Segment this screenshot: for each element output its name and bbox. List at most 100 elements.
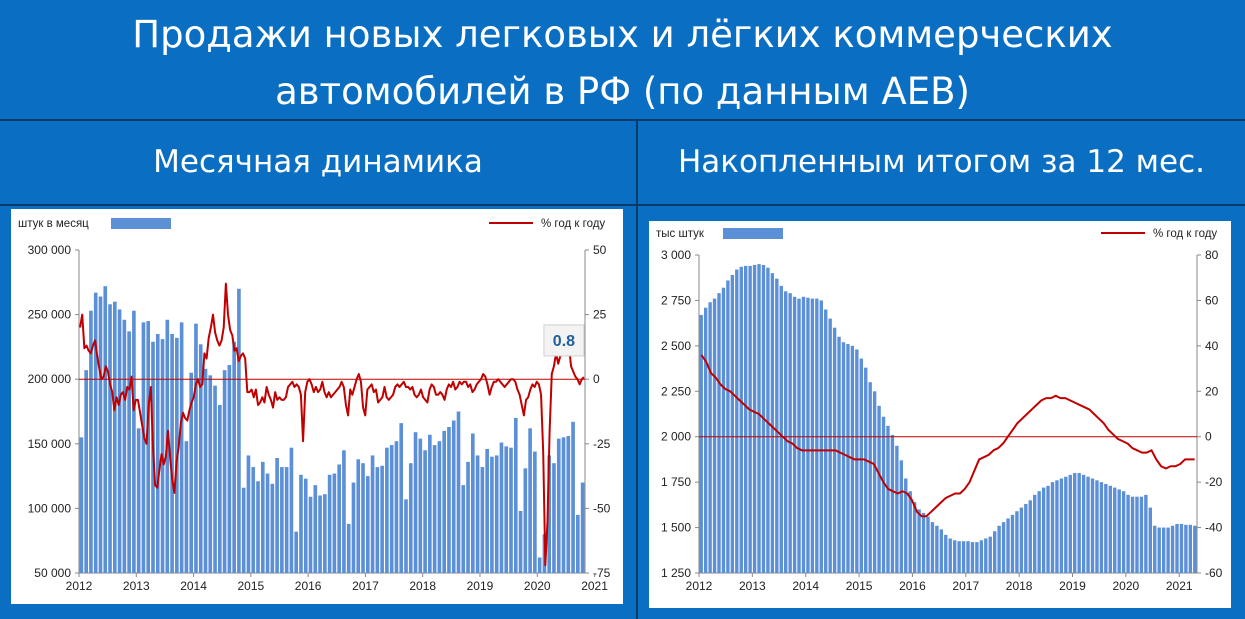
monthly-bar — [490, 456, 494, 573]
monthly-bar — [189, 372, 193, 573]
monthly-bar — [299, 474, 303, 573]
cumulative-bar — [1050, 482, 1055, 573]
monthly-bar — [327, 474, 332, 573]
monthly-bar — [284, 467, 289, 573]
cumulative-bar — [1006, 518, 1010, 573]
cumulative-bar — [1179, 523, 1184, 573]
monthly-bar — [375, 467, 380, 573]
cumulative-bar — [917, 509, 921, 573]
cumulative-bar — [1184, 524, 1188, 573]
monthly-bar — [332, 473, 337, 573]
cumulative-bar — [935, 525, 939, 573]
monthly-bar — [389, 445, 394, 573]
cumulative-bar — [1144, 494, 1148, 573]
cumulative-bar — [890, 434, 895, 573]
cumulative-bar — [859, 358, 863, 573]
monthly-bar — [318, 495, 322, 573]
cumulative-bar — [872, 391, 877, 573]
cumulative-bar — [815, 298, 819, 573]
cumulative-y2-tick-label: -60 — [1205, 566, 1223, 580]
cumulative-bar — [1193, 525, 1197, 573]
monthly-y2-tick-label: 25 — [593, 308, 607, 322]
cumulative-bar — [1104, 483, 1108, 573]
monthly-bar — [504, 446, 509, 573]
monthly-bar — [370, 455, 375, 573]
cumulative-bar — [1099, 482, 1104, 573]
cumulative-bar — [1041, 487, 1046, 573]
monthly-bar — [108, 304, 112, 573]
cumulative-bar — [1188, 524, 1193, 573]
cumulative-bar — [1033, 494, 1037, 573]
monthly-bar — [208, 375, 213, 573]
monthly-bar — [509, 447, 513, 573]
cumulative-bar — [921, 513, 926, 573]
cumulative-bar — [904, 478, 908, 573]
cumulative-y2-tick-label: 60 — [1205, 293, 1219, 307]
cumulative-y2-tick-label: 20 — [1205, 384, 1219, 398]
cumulative-bar — [846, 344, 850, 573]
monthly-bar — [418, 438, 423, 573]
monthly-bar — [270, 483, 275, 573]
cumulative-bar — [899, 460, 903, 573]
monthly-bar — [303, 478, 308, 573]
monthly-bar — [380, 465, 384, 573]
monthly-bar — [432, 445, 437, 573]
title-line-1: Продажи новых легковых и лёгких коммерче… — [132, 13, 1113, 56]
monthly-bar — [552, 463, 556, 573]
vertical-divider — [636, 121, 638, 619]
cumulative-bar — [912, 502, 917, 573]
monthly-bar — [132, 310, 136, 573]
monthly-callout-value: 0.8 — [553, 333, 575, 350]
monthly-bar — [556, 438, 561, 573]
monthly-bar-legend-swatch — [111, 218, 171, 229]
cumulative-bar — [1064, 476, 1068, 573]
monthly-bar — [103, 286, 108, 573]
cumulative-bar — [1130, 496, 1135, 573]
cumulative-bar — [752, 264, 757, 573]
monthly-bar — [566, 436, 571, 573]
horizontal-divider — [0, 204, 1245, 206]
monthly-bar — [155, 333, 160, 573]
monthly-bar — [337, 464, 341, 573]
cumulative-x-tick-label: 2012 — [686, 579, 713, 593]
monthly-bar — [251, 467, 256, 573]
monthly-bar — [222, 370, 227, 573]
cumulative-bar — [1166, 527, 1170, 573]
monthly-x-tick-label: 2013 — [123, 579, 150, 593]
cumulative-bar — [841, 342, 846, 573]
cumulative-chart-panel: 3 000 2 750 2 500 2 250 2 000 1 750 1 500 1 250… — [649, 221, 1231, 608]
monthly-bar — [408, 463, 413, 573]
cumulative-bar — [926, 516, 930, 573]
monthly-callout-box — [543, 324, 585, 357]
cumulative-bar — [1019, 507, 1024, 573]
monthly-bar — [461, 485, 466, 573]
cumulative-bar — [993, 531, 997, 573]
cumulative-bar — [739, 266, 743, 573]
cumulative-bar — [735, 269, 739, 573]
monthly-bar — [280, 467, 284, 573]
cumulative-bar — [699, 314, 703, 573]
cumulative-bar — [1170, 525, 1175, 573]
cumulative-bar — [810, 298, 815, 573]
monthly-bar — [127, 331, 131, 573]
cumulative-y-tick-label: 2 250 — [661, 384, 691, 398]
monthly-bar — [576, 514, 580, 573]
cumulative-bar — [784, 291, 788, 573]
monthly-chart-panel: 300 000 250 000 200 000 150 000 100 000 50 00… — [11, 209, 623, 604]
cumulative-bar — [1077, 473, 1081, 573]
cumulative-bar — [979, 540, 984, 573]
monthly-bar — [537, 557, 542, 573]
monthly-bar — [289, 447, 294, 573]
monthly-bar — [265, 473, 270, 573]
monthly-y-tick-label: 50 000 — [34, 566, 71, 580]
monthly-bar — [475, 455, 480, 573]
cumulative-bar — [895, 445, 899, 573]
monthly-x-tick-label: 2015 — [237, 579, 264, 593]
cumulative-bar — [1095, 480, 1099, 573]
cumulative-x-tick-label: 2014 — [792, 579, 819, 593]
cumulative-y2-tick-label: 0 — [1205, 430, 1212, 444]
monthly-bar — [218, 405, 222, 573]
monthly-bar — [260, 461, 265, 573]
title-line-2: автомобилей в РФ (по данным АЕВ) — [275, 70, 970, 113]
monthly-y-tick-label: 100 000 — [28, 501, 72, 515]
